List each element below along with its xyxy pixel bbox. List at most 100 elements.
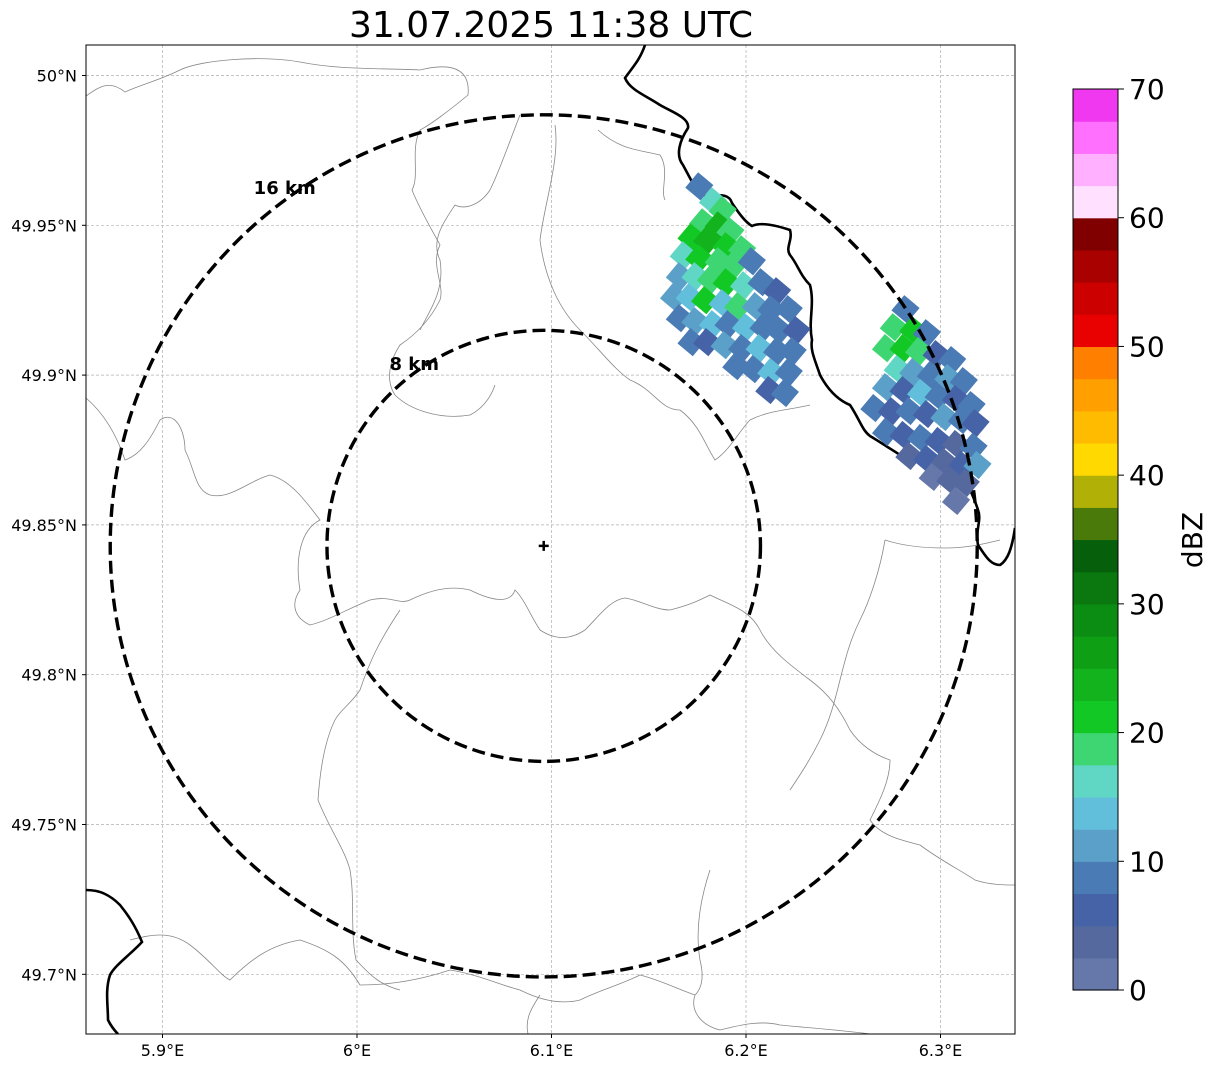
echo-pixel (764, 316, 794, 345)
colorbar-ticks: 0 10 20 30 40 50 60 70 (1118, 73, 1165, 1007)
latitude-tick-labels: 50°N 49.95°N 49.9°N 49.85°N 49.8°N 49.75°N 49.… (11, 67, 86, 984)
map-panel: 8 km 16 km 50°N 49.95°N 49.9°N 49.85°N 49.8°N… (11, 44, 1016, 1060)
echo-pixel (770, 378, 799, 408)
admin-boundary-north-center (419, 114, 521, 331)
colorbar-block (1073, 700, 1118, 734)
colorbar-block (1073, 507, 1118, 541)
colorbar-block (1073, 217, 1118, 251)
admin-boundary-south-2 (526, 994, 541, 1034)
colorbar-block (1073, 571, 1118, 605)
colorbar-block (1073, 764, 1118, 798)
echo-pixel (879, 313, 908, 342)
colorbar-block (1073, 796, 1118, 830)
colorbar-block (1073, 925, 1118, 959)
colorbar-block (1073, 249, 1118, 283)
national-border-east (623, 45, 1015, 567)
colorbar-block (1073, 378, 1118, 412)
colorbar-block (1073, 539, 1118, 573)
echo-pixel (774, 358, 803, 387)
admin-boundary-center (409, 587, 761, 638)
lon-tick-label: 6.2°E (724, 1041, 768, 1060)
colorbar-tick-label: 70 (1129, 73, 1165, 106)
colorbar: 0 10 20 30 40 50 60 70 dBZ (1072, 73, 1207, 1007)
colorbar-block (1073, 153, 1118, 187)
lon-tick-label: 5.9°E (141, 1041, 185, 1060)
lat-tick-label: 49.85°N (11, 516, 77, 535)
range-ring-8km (325, 328, 763, 764)
colorbar-tick-label: 30 (1129, 588, 1165, 621)
lat-tick-label: 49.8°N (21, 666, 77, 685)
admin-boundaries (86, 58, 1015, 1034)
echo-pixel (737, 247, 766, 276)
admin-boundary-far-east (884, 539, 1001, 549)
range-rings: 8 km 16 km (108, 113, 979, 979)
lon-tick-label: 6.1°E (530, 1041, 574, 1060)
map-background (86, 45, 1015, 1034)
lat-tick-label: 49.75°N (11, 816, 77, 835)
colorbar-block (1073, 603, 1118, 637)
range-ring-label: 8 km (389, 354, 439, 375)
longitude-tick-labels: 5.9°E 6°E 6.1°E 6.2°E 6.3°E (141, 1034, 963, 1060)
national-border-south-west (86, 888, 144, 1034)
colorbar-tick-label: 40 (1129, 459, 1165, 492)
admin-boundary-south-east-2 (694, 869, 711, 996)
admin-boundary-north-west (86, 58, 496, 417)
colorbar-block (1073, 89, 1118, 122)
colorbar-block (1073, 442, 1118, 476)
colorbar-block (1073, 475, 1118, 508)
colorbar-block (1073, 893, 1118, 927)
echo-pixel (731, 313, 761, 342)
admin-boundary-north-east (597, 129, 666, 201)
admin-boundary-east-inner (789, 539, 886, 791)
colorbar-block (1073, 668, 1118, 701)
echo-pixel (659, 283, 689, 312)
colorbar-block (1073, 829, 1118, 862)
admin-boundary-east (759, 629, 1015, 886)
colorbar-block (1073, 314, 1118, 348)
map-frame (85, 44, 1016, 1035)
colorbar-block (1073, 732, 1118, 766)
lat-tick-label: 49.9°N (21, 366, 77, 385)
admin-boundary-mid-north (539, 124, 811, 461)
colorbar-block (1073, 282, 1118, 315)
colorbar-block (1073, 121, 1118, 154)
national-borders (86, 45, 1015, 1034)
map-title: 31.07.2025 11:38 UTC (348, 5, 754, 46)
echo-pixel (685, 172, 714, 201)
colorbar-tick-label: 0 (1129, 974, 1147, 1007)
admin-boundary-south-west (317, 609, 401, 991)
colorbar-tick-label: 50 (1129, 330, 1165, 363)
colorbar-label: dBZ (1176, 512, 1207, 568)
colorbar-tick-label: 60 (1129, 202, 1165, 235)
admin-boundary-west (86, 397, 411, 626)
echo-pixel (871, 334, 901, 363)
colorbar-block (1073, 346, 1118, 380)
colorbar-tick-label: 20 (1129, 717, 1165, 750)
colorbar-block (1073, 957, 1118, 991)
lon-tick-label: 6.3°E (919, 1041, 963, 1060)
lat-tick-label: 49.95°N (11, 216, 77, 235)
range-ring-16km (108, 113, 979, 979)
lon-tick-label: 6°E (343, 1041, 371, 1060)
echo-pixel (782, 316, 811, 345)
admin-boundary-south-east (693, 994, 871, 1034)
echo-cell-north-cell (659, 172, 811, 408)
colorbar-block (1073, 636, 1118, 669)
echo-pixel (774, 295, 803, 324)
lat-tick-label: 49.7°N (21, 965, 77, 984)
echo-pixel (961, 408, 990, 438)
colorbar-block (1073, 185, 1118, 219)
colorbar-blocks (1073, 89, 1118, 991)
colorbar-tick-label: 10 (1129, 845, 1165, 878)
lat-tick-label: 50°N (37, 67, 77, 86)
colorbar-block (1073, 861, 1118, 895)
echo-pixel (724, 292, 753, 321)
echo-pixel (778, 337, 807, 366)
echo-pixel (941, 486, 971, 516)
range-ring-label: 16 km (254, 178, 316, 199)
admin-boundary-south (129, 934, 696, 1003)
echo-pixel (757, 358, 786, 387)
radar-location-marker (538, 540, 549, 551)
echo-pixel (677, 328, 706, 357)
